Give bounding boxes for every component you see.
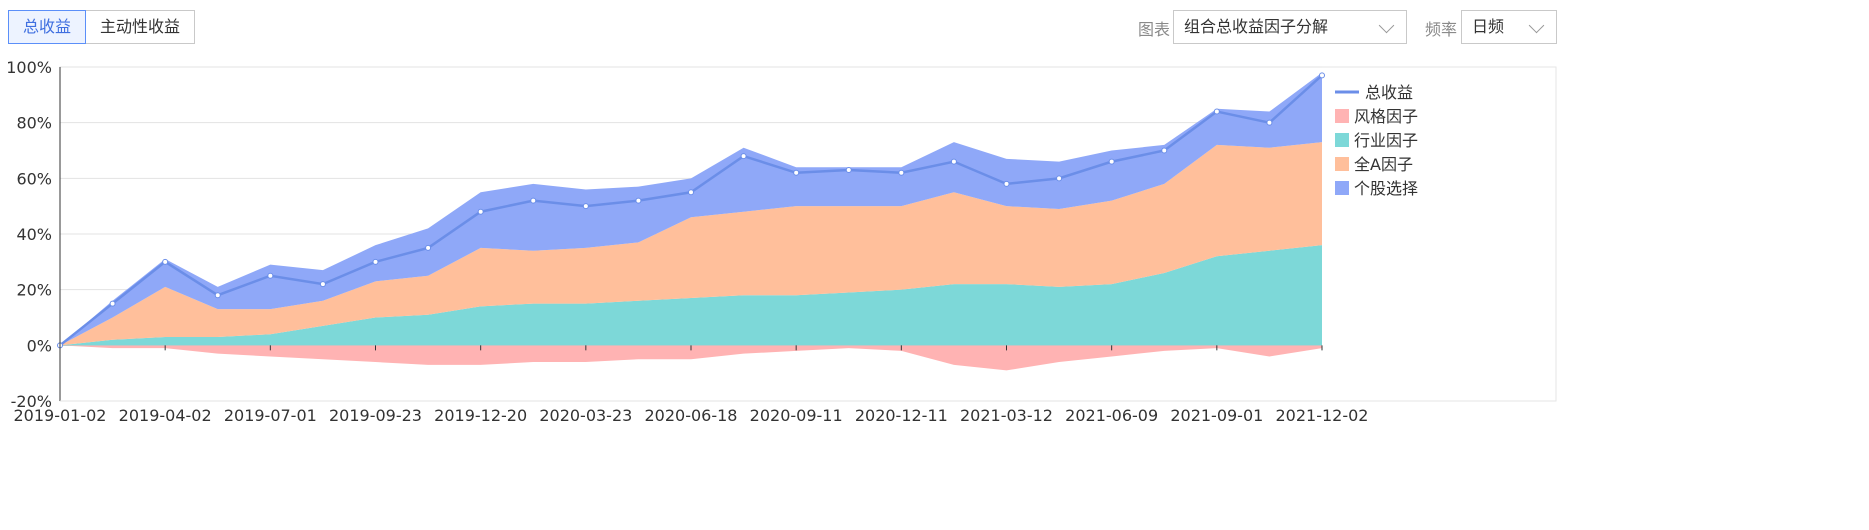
- area-market-factor: [60, 142, 1322, 346]
- x-tick-label: 2019-07-01: [224, 406, 317, 425]
- data-point: [1213, 108, 1220, 115]
- data-point: [1056, 175, 1063, 182]
- chevron-down-icon: [1528, 17, 1545, 34]
- x-tick-label: 2021-06-09: [1065, 406, 1158, 425]
- x-tick-label: 2020-03-23: [539, 406, 632, 425]
- data-point: [319, 281, 326, 288]
- x-tick-label: 2020-06-18: [645, 406, 738, 425]
- legend-label: 个股选择: [1354, 179, 1418, 198]
- chart-type-value: 组合总收益因子分解: [1184, 17, 1329, 36]
- area-stock-selection: [60, 72, 1322, 346]
- y-tick-label: 20%: [16, 281, 52, 300]
- y-tick-label: 80%: [16, 114, 52, 133]
- data-point: [530, 197, 537, 204]
- data-point: [372, 258, 379, 265]
- chart-type-label: 图表: [1138, 20, 1171, 39]
- x-tick-label: 2020-09-11: [750, 406, 843, 425]
- data-point: [109, 300, 116, 307]
- area-industry-factor: [60, 245, 1322, 346]
- legend-swatch: [1335, 157, 1349, 171]
- x-tick-label: 2019-09-23: [329, 406, 422, 425]
- data-point: [688, 189, 694, 196]
- data-point: [1319, 72, 1325, 79]
- data-point: [425, 244, 432, 251]
- data-point: [950, 158, 957, 165]
- frequency-value: 日频: [1472, 17, 1505, 36]
- chevron-down-icon: [1378, 17, 1395, 34]
- data-point: [1108, 158, 1115, 165]
- x-tick-label: 2019-01-02: [14, 406, 107, 425]
- chart-type-select[interactable]: 组合总收益因子分解: [1173, 10, 1407, 44]
- legend-swatch: [1335, 181, 1349, 195]
- legend-label: 风格因子: [1354, 107, 1418, 126]
- y-tick-label: 0%: [27, 336, 52, 355]
- factor-decomposition-chart: -20% 0% 20% 40% 60% 80% 100% 2019-01-02 2019-04-…: [6, 58, 1557, 425]
- legend-label: 全A因子: [1354, 155, 1413, 174]
- return-type-toggle: 总收益 主动性收益: [8, 10, 196, 44]
- legend-swatch: [1335, 109, 1349, 123]
- area-style-factor: [60, 345, 1322, 371]
- legend-label: 总收益: [1365, 83, 1413, 102]
- legend-swatch: [1335, 133, 1349, 147]
- data-point: [582, 203, 589, 210]
- frequency-select[interactable]: 日频: [1461, 10, 1557, 44]
- data-point: [477, 208, 484, 215]
- data-point: [267, 272, 274, 279]
- x-tick-label: 2019-04-02: [119, 406, 212, 425]
- y-tick-label: 60%: [16, 169, 52, 188]
- x-tick-label: 2019-12-20: [434, 406, 527, 425]
- stacked-areas: [60, 72, 1322, 371]
- x-tick-label: 2020-12-11: [855, 406, 948, 425]
- data-point: [845, 166, 852, 173]
- x-tick-label: 2021-03-12: [960, 406, 1053, 425]
- legend-label: 行业因子: [1354, 131, 1418, 150]
- data-point: [740, 153, 747, 160]
- data-point: [1003, 180, 1010, 187]
- y-tick-label: 100%: [6, 58, 52, 77]
- x-tick-label: 2021-09-01: [1170, 406, 1263, 425]
- x-tick-label: 2021-12-02: [1276, 406, 1369, 425]
- data-point: [1266, 119, 1273, 126]
- axes: -20% 0% 20% 40% 60% 80% 100% 2019-01-02 2019-04-…: [6, 58, 1368, 425]
- tab-active-return[interactable]: 主动性收益: [86, 10, 196, 44]
- tab-total-return[interactable]: 总收益: [8, 10, 87, 44]
- data-point: [793, 169, 800, 176]
- data-point: [162, 258, 169, 265]
- frequency-label: 频率: [1425, 20, 1458, 39]
- y-tick-label: -20%: [11, 392, 52, 411]
- total-return-line: [57, 72, 1325, 349]
- data-point: [214, 292, 221, 299]
- data-point: [635, 197, 642, 204]
- y-tick-label: 40%: [16, 225, 52, 244]
- data-point: [1161, 147, 1168, 154]
- data-point: [898, 169, 905, 176]
